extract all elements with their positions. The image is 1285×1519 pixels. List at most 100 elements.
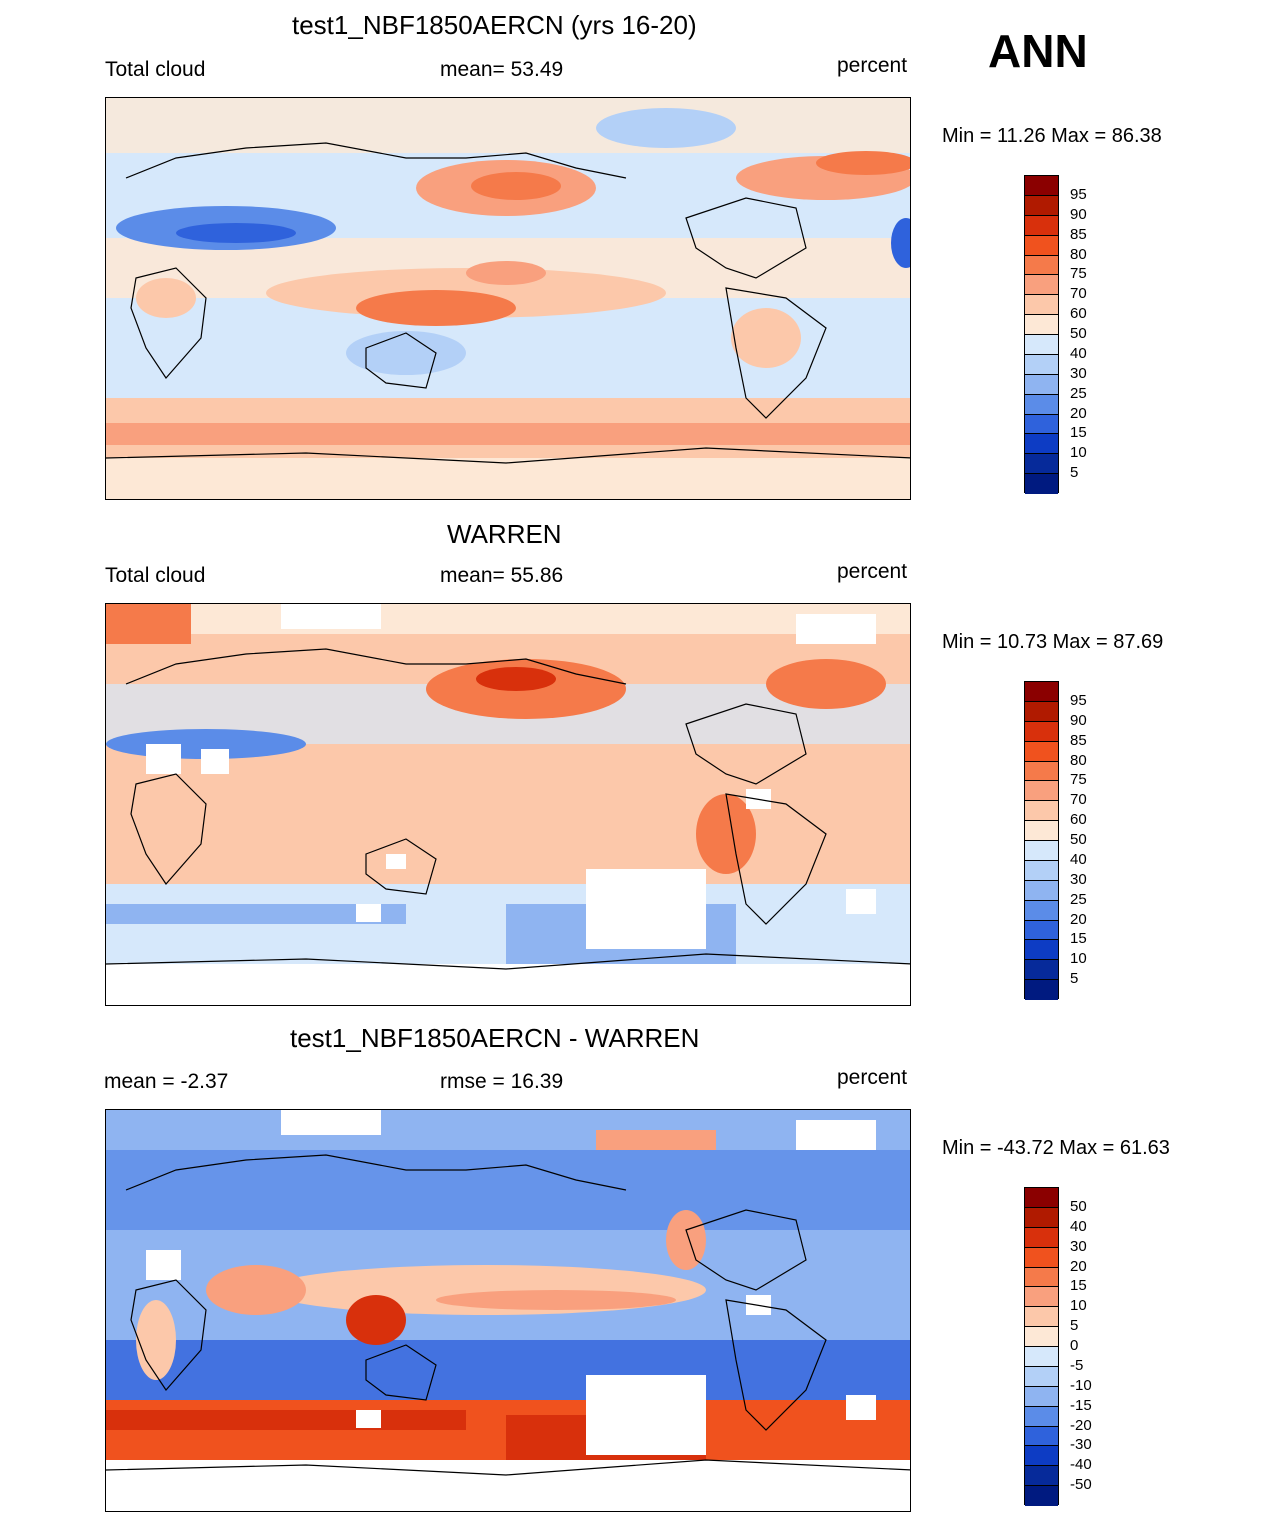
colorbar-level-label: -10 (1070, 1376, 1092, 1394)
colorbar-swatch (1025, 235, 1058, 256)
colorbar-level-label: 30 (1070, 364, 1087, 382)
colorbar-swatch (1025, 354, 1058, 375)
colorbar-swatch (1025, 474, 1058, 494)
colorbar-swatch (1025, 215, 1058, 236)
colorbar-swatch (1025, 701, 1058, 722)
panel1-left-label: Total cloud (105, 58, 206, 81)
colorbar-level-label: 95 (1070, 691, 1087, 709)
panel2-minmax: Min = 10.73 Max = 87.69 (942, 631, 1164, 653)
colorbar-level-label: 0 (1070, 1337, 1079, 1354)
colorbar-level-label: 5 (1070, 1317, 1079, 1335)
colorbar-level-label: 85 (1070, 225, 1087, 243)
colorbar-level-label: -5 (1070, 1356, 1084, 1374)
panel1-map (105, 97, 911, 500)
colorbar-level-label: 40 (1070, 850, 1087, 868)
colorbar-level-label: 10 (1070, 444, 1087, 462)
colorbar-swatch (1025, 781, 1058, 802)
colorbar-level-label: -15 (1070, 1396, 1092, 1414)
panel2-left-label: Total cloud (105, 564, 206, 587)
colorbar-level-label: -50 (1070, 1476, 1092, 1494)
panel2-title: WARREN (447, 519, 562, 549)
panel3-title: test1_NBF1850AERCN - WARREN (290, 1023, 700, 1053)
colorbar-level-label: 20 (1070, 1257, 1087, 1275)
colorbar-level-label: 50 (1070, 1197, 1087, 1215)
colorbar-swatch (1025, 454, 1058, 475)
panel1-minmax: Min = 11.26 Max = 86.38 (942, 125, 1162, 147)
colorbar-swatch (1025, 801, 1058, 822)
colorbar-swatch (1025, 176, 1058, 196)
colorbar-level-label: 50 (1070, 831, 1087, 848)
colorbar-swatch (1025, 275, 1058, 296)
colorbar-level-label: 70 (1070, 285, 1087, 303)
panel3-rmse-label: rmse = 16.39 (440, 1070, 564, 1093)
panel3-mean-label: mean = -2.37 (104, 1070, 229, 1093)
colorbar-swatch (1025, 195, 1058, 216)
colorbar-swatch (1025, 761, 1058, 782)
colorbar-swatch (1025, 1486, 1058, 1506)
colorbar-level-label: 40 (1070, 344, 1087, 362)
colorbar-level-label: 20 (1070, 404, 1087, 422)
colorbar-swatch (1025, 1386, 1058, 1407)
colorbar-swatch (1025, 1327, 1058, 1347)
colorbar-swatch (1025, 841, 1058, 861)
colorbar-level-label: 60 (1070, 305, 1087, 323)
colorbar-swatch (1025, 920, 1058, 941)
panel1-title: test1_NBF1850AERCN (yrs 16-20) (292, 10, 697, 40)
colorbar-level-label: 5 (1070, 970, 1079, 988)
colorbar-level-label: -20 (1070, 1416, 1092, 1434)
colorbar-level-label: 15 (1070, 1277, 1087, 1295)
panel1-units-label: percent (837, 54, 908, 77)
colorbar-swatch (1025, 1267, 1058, 1288)
panel1-colorbar (1024, 175, 1059, 494)
colorbar-swatch (1025, 741, 1058, 762)
colorbar-level-label: -40 (1070, 1456, 1092, 1474)
colorbar-level-label: 70 (1070, 791, 1087, 809)
colorbar-swatch (1025, 721, 1058, 742)
panel2-units-label: percent (837, 560, 908, 583)
colorbar-swatch (1025, 880, 1058, 901)
colorbar-level-label: 50 (1070, 325, 1087, 342)
colorbar-swatch (1025, 900, 1058, 921)
colorbar-level-label: 30 (1070, 1237, 1087, 1255)
panel1-mean-label: mean= 53.49 (440, 58, 564, 81)
colorbar-level-label: 40 (1070, 1217, 1087, 1235)
colorbar-level-label: 95 (1070, 185, 1087, 203)
colorbar-level-label: 25 (1070, 890, 1087, 908)
colorbar-level-label: 30 (1070, 870, 1087, 888)
panel2-mean-label: mean= 55.86 (440, 564, 564, 587)
colorbar-level-label: 75 (1070, 771, 1087, 789)
colorbar-level-label: 15 (1070, 424, 1087, 442)
colorbar-swatch (1025, 940, 1058, 961)
season-label: ANN (988, 25, 1088, 77)
colorbar-swatch (1025, 1406, 1058, 1427)
colorbar-swatch (1025, 1426, 1058, 1447)
colorbar-swatch (1025, 434, 1058, 455)
colorbar-swatch (1025, 255, 1058, 276)
colorbar-swatch (1025, 682, 1058, 702)
colorbar-swatch (1025, 1307, 1058, 1328)
panel3-minmax: Min = -43.72 Max = 61.63 (942, 1137, 1170, 1159)
colorbar-swatch (1025, 1466, 1058, 1487)
colorbar-level-label: 75 (1070, 265, 1087, 283)
colorbar-swatch (1025, 335, 1058, 355)
colorbar-swatch (1025, 1287, 1058, 1308)
colorbar-swatch (1025, 1446, 1058, 1467)
colorbar-swatch (1025, 1366, 1058, 1387)
colorbar-swatch (1025, 315, 1058, 335)
colorbar-swatch (1025, 414, 1058, 435)
colorbar-swatch (1025, 860, 1058, 881)
colorbar-level-label: 15 (1070, 930, 1087, 948)
colorbar-swatch (1025, 960, 1058, 981)
panel2-colorbar (1024, 681, 1059, 1000)
colorbar-level-label: 80 (1070, 751, 1087, 769)
colorbar-level-label: 20 (1070, 910, 1087, 928)
colorbar-swatch (1025, 1207, 1058, 1228)
colorbar-swatch (1025, 1347, 1058, 1367)
colorbar-level-label: 10 (1070, 950, 1087, 968)
colorbar-level-label: 5 (1070, 464, 1079, 482)
colorbar-level-label: -30 (1070, 1436, 1092, 1454)
colorbar-swatch (1025, 394, 1058, 415)
panel3-map (105, 1109, 911, 1512)
colorbar-level-label: 10 (1070, 1297, 1087, 1315)
colorbar-level-label: 90 (1070, 205, 1087, 223)
